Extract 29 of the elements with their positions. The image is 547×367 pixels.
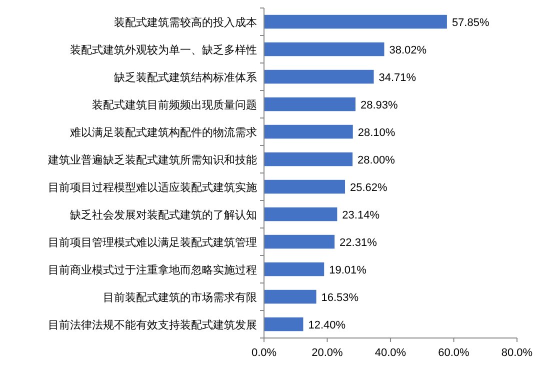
x-tick-label: 60.0% — [438, 347, 470, 359]
y-tick-label: 缺乏社会发展对装配式建筑的了解认知 — [70, 208, 257, 222]
data-label: 12.40% — [308, 319, 346, 332]
y-tick-label: 装配式建筑需较高的投入成本 — [114, 16, 257, 29]
data-label: 28.10% — [358, 126, 396, 139]
y-tick-label: 装配式建筑目前频频出现质量问题 — [92, 98, 257, 112]
x-tick-label: 80.0% — [501, 347, 533, 359]
y-tick-label: 缺乏装配式建筑结构标准体系 — [114, 70, 257, 84]
data-label: 19.01% — [329, 264, 367, 276]
y-tick-label: 目前项目过程模型难以适应装配式建筑实施 — [48, 180, 257, 194]
y-tick-label: 目前商业模式过于注重拿地而忽略实施过程 — [48, 263, 257, 276]
y-tick-label: 目前装配式建筑的市场需求有限 — [103, 290, 257, 304]
y-tick-label: 目前法律法规不能有效支持装配式建筑发展 — [48, 318, 257, 332]
y-tick-label: 目前项目管理模式难以满足装配式建筑管理 — [48, 236, 257, 249]
data-label: 28.93% — [360, 99, 398, 112]
y-tick-label: 难以满足装配式建筑构配件的物流需求 — [70, 126, 257, 139]
data-label: 57.85% — [452, 16, 490, 29]
data-label: 34.71% — [378, 72, 416, 84]
x-tick-label: 0.0% — [251, 347, 277, 359]
data-label: 16.53% — [321, 292, 359, 304]
data-label: 38.02% — [389, 44, 427, 56]
y-tick-label: 建筑业普遍缺乏装配式建筑所需知识和技能 — [47, 153, 257, 166]
data-label: 25.62% — [350, 182, 388, 194]
data-label: 23.14% — [342, 209, 380, 222]
data-label: 22.31% — [340, 236, 378, 249]
data-label: 28.00% — [358, 154, 396, 166]
x-tick-label: 20.0% — [312, 347, 344, 359]
y-tick-label: 装配式建筑外观较为单一、缺乏多样性 — [70, 43, 257, 56]
x-tick-label: 40.0% — [374, 347, 406, 359]
